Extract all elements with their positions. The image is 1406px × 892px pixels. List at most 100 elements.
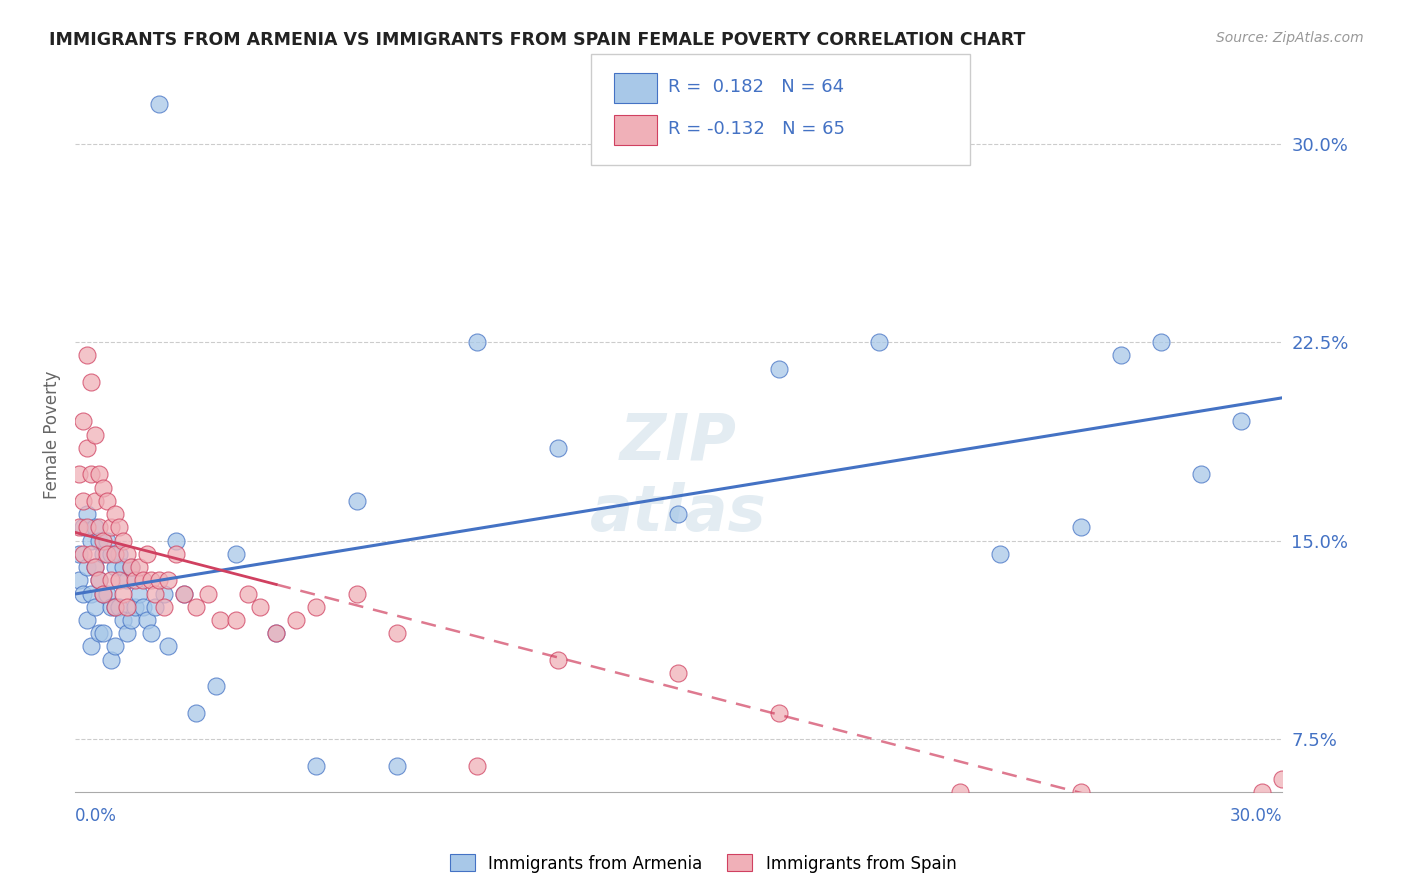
Point: [91, 533, 114, 548]
Point: [465, 758, 488, 772]
Point: [1109, 348, 1132, 362]
Point: [96, 586, 118, 600]
Y-axis label: Female Poverty: Female Poverty: [44, 370, 60, 499]
Point: [89, 574, 111, 588]
Point: [100, 547, 122, 561]
Point: [165, 547, 187, 561]
Point: [104, 599, 127, 614]
Point: [104, 560, 127, 574]
Point: [141, 574, 163, 588]
Point: [117, 599, 139, 614]
Point: [108, 547, 131, 561]
Point: [1230, 415, 1253, 429]
Point: [108, 574, 131, 588]
Point: [91, 586, 114, 600]
Point: [76, 560, 98, 574]
Text: ZIP
atlas: ZIP atlas: [591, 410, 766, 544]
Point: [117, 547, 139, 561]
Point: [305, 599, 328, 614]
Point: [132, 574, 155, 588]
Point: [547, 441, 569, 455]
Point: [1070, 520, 1092, 534]
Legend: Immigrants from Armenia, Immigrants from Spain: Immigrants from Armenia, Immigrants from…: [443, 847, 963, 880]
Point: [264, 626, 287, 640]
Point: [988, 547, 1011, 561]
Point: [104, 640, 127, 654]
Point: [108, 599, 131, 614]
Text: R =  0.182   N = 64: R = 0.182 N = 64: [668, 78, 844, 96]
Point: [145, 599, 167, 614]
Point: [869, 335, 891, 350]
Point: [112, 560, 135, 574]
Point: [112, 586, 135, 600]
Point: [72, 494, 94, 508]
Point: [108, 520, 131, 534]
Point: [80, 547, 103, 561]
Point: [1250, 785, 1272, 799]
Point: [346, 586, 368, 600]
Text: IMMIGRANTS FROM ARMENIA VS IMMIGRANTS FROM SPAIN FEMALE POVERTY CORRELATION CHAR: IMMIGRANTS FROM ARMENIA VS IMMIGRANTS FR…: [49, 31, 1025, 49]
Point: [91, 481, 114, 495]
Point: [184, 599, 207, 614]
Point: [165, 533, 187, 548]
Point: [124, 599, 146, 614]
Point: [173, 586, 195, 600]
Text: 0.0%: 0.0%: [75, 806, 117, 824]
Point: [120, 560, 142, 574]
Point: [76, 520, 98, 534]
Point: [145, 586, 167, 600]
Point: [117, 574, 139, 588]
Point: [152, 599, 174, 614]
Point: [76, 441, 98, 455]
Point: [67, 467, 90, 482]
Point: [136, 547, 159, 561]
Point: [385, 758, 408, 772]
Point: [100, 599, 122, 614]
Point: [67, 547, 90, 561]
Point: [197, 586, 219, 600]
Point: [1070, 785, 1092, 799]
Point: [1271, 772, 1294, 786]
Point: [305, 758, 328, 772]
Point: [204, 679, 226, 693]
Point: [84, 520, 107, 534]
Point: [249, 599, 271, 614]
Point: [1189, 812, 1212, 826]
Point: [136, 613, 159, 627]
Point: [84, 560, 107, 574]
Point: [100, 574, 122, 588]
Point: [124, 574, 146, 588]
Point: [225, 613, 247, 627]
Point: [148, 96, 170, 111]
Text: R = -0.132   N = 65: R = -0.132 N = 65: [668, 120, 845, 138]
Point: [104, 507, 127, 521]
Point: [346, 494, 368, 508]
Point: [666, 665, 689, 680]
Point: [152, 586, 174, 600]
Point: [120, 613, 142, 627]
Point: [80, 640, 103, 654]
Point: [72, 586, 94, 600]
Point: [236, 586, 259, 600]
Point: [96, 533, 118, 548]
Point: [104, 547, 127, 561]
Point: [385, 626, 408, 640]
Point: [91, 586, 114, 600]
Point: [225, 547, 247, 561]
Point: [128, 560, 150, 574]
Point: [72, 415, 94, 429]
Point: [80, 586, 103, 600]
Point: [80, 375, 103, 389]
Point: [465, 335, 488, 350]
Point: [91, 626, 114, 640]
Point: [156, 574, 179, 588]
Point: [100, 520, 122, 534]
Point: [89, 520, 111, 534]
Point: [84, 599, 107, 614]
Point: [208, 613, 231, 627]
Point: [285, 613, 308, 627]
Point: [89, 533, 111, 548]
Point: [91, 547, 114, 561]
Point: [84, 427, 107, 442]
Point: [132, 599, 155, 614]
